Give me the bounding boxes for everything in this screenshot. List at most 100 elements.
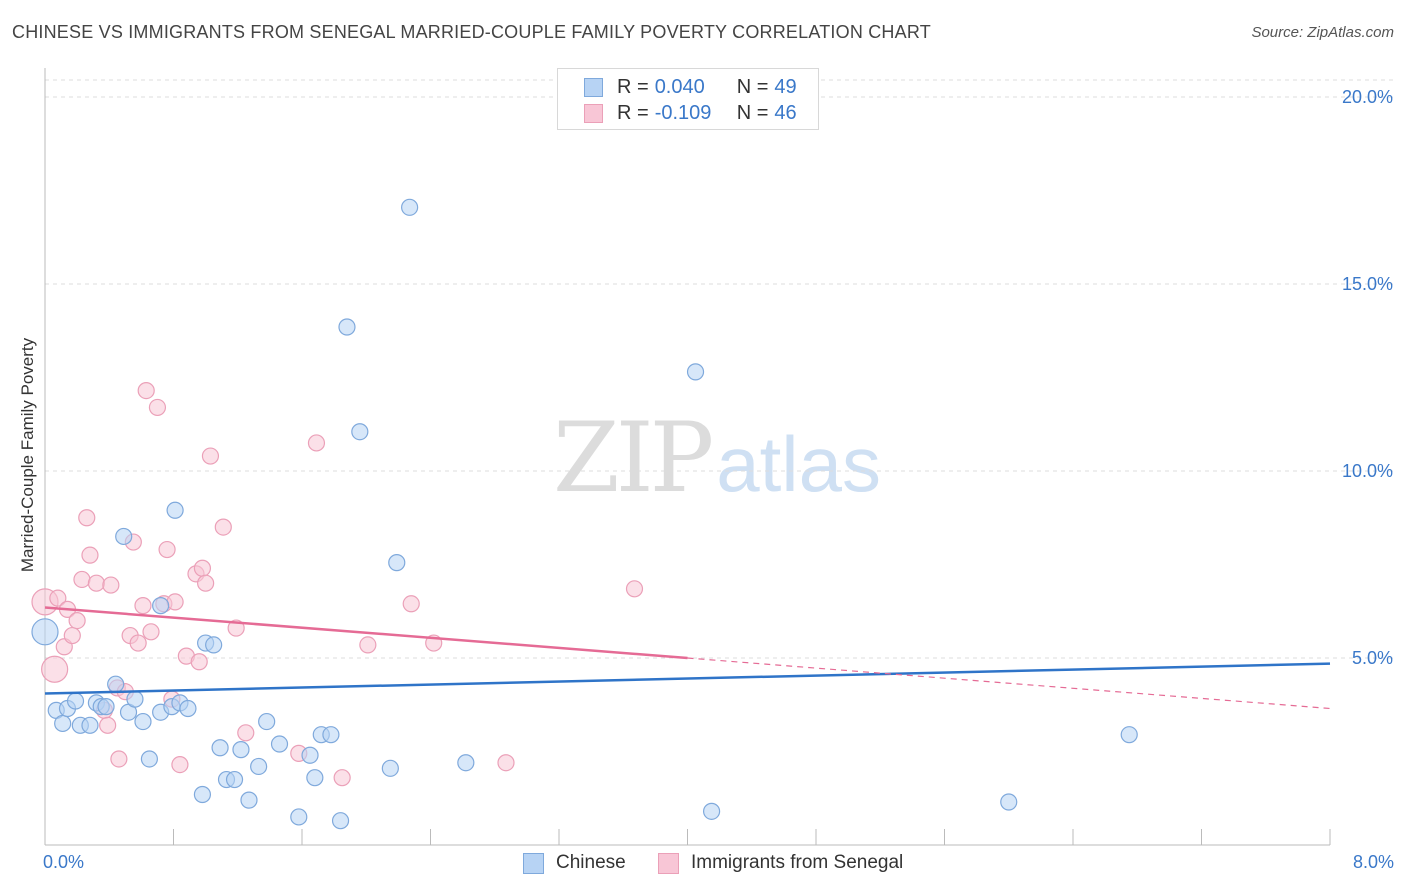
y-tick-label: 20.0% <box>1342 87 1393 107</box>
legend-r-label: R = <box>617 101 649 124</box>
legend-n-value: 46 <box>774 101 797 124</box>
senegal-point <box>359 636 377 654</box>
senegal-point <box>41 655 69 683</box>
senegal-point <box>110 750 128 768</box>
chinese-point <box>205 636 223 654</box>
senegal-point <box>625 580 644 598</box>
watermark-zip: ZIP <box>553 402 714 514</box>
chinese-point <box>31 618 59 646</box>
legend-r-value: 0.040 <box>654 75 705 98</box>
chinese-point <box>107 675 125 693</box>
chinese-point <box>457 754 475 772</box>
x-tick-label-max: 8.0% <box>1352 852 1394 872</box>
chinese-point <box>152 597 170 615</box>
chinese-point <box>193 785 212 804</box>
legend-row-chinese: R = 0.040 N = 49 <box>584 75 797 99</box>
x-tick-label-min: 0.0% <box>43 852 85 872</box>
senegal-point <box>78 509 96 527</box>
senegal-point <box>237 724 255 742</box>
legend-item-chinese: Chinese <box>523 852 626 874</box>
senegal-point <box>148 398 167 417</box>
senegal-point <box>73 570 91 589</box>
y-tick-label: 15.0% <box>1342 274 1393 294</box>
chinese-point <box>81 716 99 734</box>
senegal-point <box>497 754 515 772</box>
senegal-point <box>99 716 117 734</box>
legend-r-label: R = <box>617 75 649 98</box>
senegal-point <box>134 597 152 615</box>
chinese-point <box>290 808 308 826</box>
chinese-point <box>258 712 276 731</box>
chinese-point <box>686 363 705 381</box>
senegal-point <box>81 546 99 564</box>
chinese-trend-line <box>44 662 1331 695</box>
senegal-point <box>190 653 208 671</box>
chinese-point <box>126 690 144 708</box>
senegal-point <box>129 634 147 652</box>
senegal-point <box>402 595 420 613</box>
senegal-point <box>193 559 212 577</box>
chinese-point <box>240 791 258 809</box>
chinese-point <box>306 769 324 787</box>
senegal-trend-line <box>44 606 688 660</box>
chinese-point <box>97 698 115 716</box>
chinese-point <box>166 501 184 519</box>
chinese-point <box>250 757 268 776</box>
chinese-point <box>322 726 340 744</box>
chinese-point <box>66 692 85 710</box>
legend-item-senegal: Immigrants from Senegal <box>658 852 903 874</box>
y-tick-label: 5.0% <box>1352 648 1393 668</box>
correlation-legend: R = 0.040 N = 49 R = -0.109 N = 46 <box>557 68 819 130</box>
chinese-point <box>331 812 350 830</box>
legend-n-label: N = <box>736 75 769 98</box>
chinese-point <box>351 423 369 441</box>
senegal-point <box>171 755 189 774</box>
chinese-point <box>1120 726 1138 744</box>
chinese-point <box>140 750 159 768</box>
legend-n-value: 49 <box>774 75 797 98</box>
y-axis-label: Married-Couple Family Poverty <box>18 337 37 573</box>
series-legend: Chinese Immigrants from Senegal <box>0 852 1406 878</box>
chinese-swatch <box>584 77 603 97</box>
chinese-point <box>115 527 133 546</box>
chinese-point <box>134 712 152 731</box>
senegal-point <box>201 447 220 465</box>
legend-row-senegal: R = -0.109 N = 46 <box>584 101 797 125</box>
chinese-point <box>301 746 319 764</box>
senegal-point <box>87 574 106 592</box>
senegal-point <box>63 626 81 645</box>
watermark-atlas: atlas <box>716 420 881 508</box>
chinese-point <box>388 554 406 572</box>
senegal-point <box>333 769 351 787</box>
senegal-point <box>49 589 67 607</box>
chinese-point <box>1000 793 1018 811</box>
chinese-point <box>338 318 356 336</box>
chinese-point <box>401 198 419 216</box>
y-tick-label: 10.0% <box>1342 461 1393 481</box>
senegal-point <box>142 623 160 641</box>
senegal-point <box>137 381 155 400</box>
senegal-swatch <box>584 103 603 123</box>
senegal-trend-extrapolation <box>687 657 1331 710</box>
chart-title: CHINESE VS IMMIGRANTS FROM SENEGAL MARRI… <box>12 22 931 42</box>
source-credit: Source: ZipAtlas.com <box>1251 24 1394 41</box>
senegal-point <box>158 540 176 559</box>
chinese-point <box>232 741 250 759</box>
legend-chinese-label: Chinese <box>556 852 626 873</box>
chinese-point <box>211 739 229 757</box>
senegal-point <box>197 574 215 592</box>
legend-n-label: N = <box>736 101 769 124</box>
senegal-point <box>166 593 184 611</box>
senegal-point <box>307 434 326 452</box>
legend-senegal-label: Immigrants from Senegal <box>691 852 904 873</box>
senegal-point <box>214 518 232 536</box>
legend-r-value: -0.109 <box>654 101 712 124</box>
chinese-point <box>270 735 289 753</box>
senegal-point <box>102 576 120 594</box>
chinese-point <box>702 802 721 820</box>
chinese-point <box>54 714 72 733</box>
senegal-point <box>68 611 86 630</box>
chinese-point <box>225 770 244 789</box>
chinese-point <box>179 699 197 718</box>
